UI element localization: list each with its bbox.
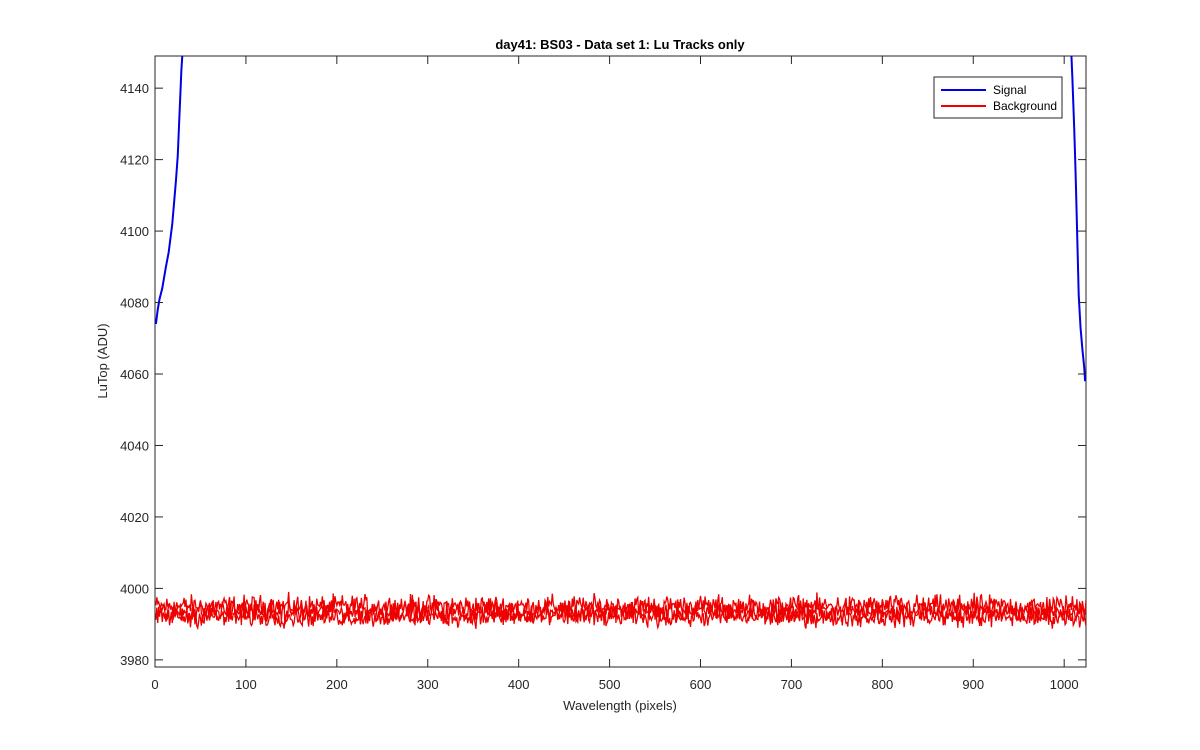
background-trace <box>155 597 1086 626</box>
y-tick-label: 4080 <box>120 296 149 311</box>
x-tick-label: 800 <box>871 677 893 692</box>
axes-box <box>154 55 1087 668</box>
plot-lines <box>155 56 1086 631</box>
legend-box <box>933 76 1063 119</box>
plot-area <box>154 55 1087 668</box>
x-tick-label: 400 <box>508 677 530 692</box>
signal-line <box>1070 56 1086 382</box>
y-tick-label: 3980 <box>120 653 149 668</box>
y-tick-label: 4140 <box>120 81 149 96</box>
x-tick-label: 900 <box>962 677 984 692</box>
ticks: 0 100 200 300 400 500 600 700 800 900 1000 3980 4000… <box>120 56 1086 692</box>
y-tick-label: 4000 <box>120 581 149 596</box>
legend-label-background: Background <box>993 99 1057 113</box>
x-tick-label: 1000 <box>1050 677 1079 692</box>
background-trace <box>155 604 1086 631</box>
x-tick-label: 600 <box>690 677 712 692</box>
x-tick-label: 700 <box>781 677 803 692</box>
x-tick-label: 200 <box>326 677 348 692</box>
y-tick-label: 4120 <box>120 153 149 168</box>
y-tick-label: 4100 <box>120 224 149 239</box>
y-tick-label: 4020 <box>120 510 149 525</box>
signal-line <box>155 56 184 325</box>
y-tick-label: 4060 <box>120 367 149 382</box>
y-tick-label: 4040 <box>120 438 149 453</box>
x-tick-label: 500 <box>599 677 621 692</box>
x-tick-label: 100 <box>235 677 257 692</box>
x-tick-label: 300 <box>417 677 439 692</box>
y-axis-label: LuTop (ADU) <box>95 323 110 398</box>
legend: Signal Background <box>933 76 1063 119</box>
x-tick-label: 0 <box>151 677 158 692</box>
chart-title: day41: BS03 - Data set 1: Lu Tracks only <box>495 37 745 52</box>
x-axis-label: Wavelength (pixels) <box>563 698 677 713</box>
legend-label-signal: Signal <box>993 83 1026 97</box>
